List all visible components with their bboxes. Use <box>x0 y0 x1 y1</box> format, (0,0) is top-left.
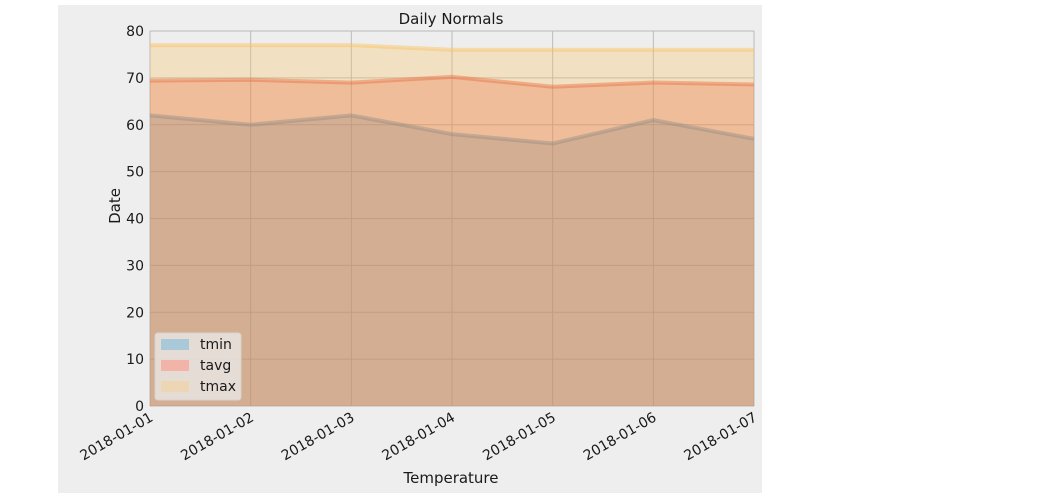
legend-swatch-tavg <box>161 360 189 371</box>
y-tick-label: 40 <box>126 212 144 228</box>
x-tick-label: 2018-01-05 <box>480 410 558 465</box>
x-axis-label: Temperature <box>402 469 498 487</box>
line-tmax <box>150 43 754 52</box>
y-axis-label: Date <box>106 188 124 224</box>
y-axis-ticks: 0 10 20 30 40 50 60 70 80 <box>126 24 144 415</box>
legend: tmin tavg tmax <box>154 332 242 401</box>
figure: Daily Normals 0 10 20 30 40 50 60 70 80 2018-01-… <box>58 5 762 493</box>
x-tick-label: 2018-01-06 <box>581 410 660 465</box>
chart: Daily Normals 0 10 20 30 40 50 60 70 80 2018-01-… <box>78 10 760 487</box>
y-tick-label: 30 <box>126 258 144 274</box>
x-tick-label: 2018-01-03 <box>279 410 357 465</box>
area-tmax <box>150 45 754 406</box>
line-tmin <box>149 113 755 146</box>
legend-label-tmax: tmax <box>200 379 236 395</box>
legend-label-tavg: tavg <box>200 358 231 374</box>
x-tick-label: 2018-01-07 <box>682 410 760 465</box>
y-tick-label: 70 <box>126 71 144 87</box>
chart-title: Daily Normals <box>399 10 504 28</box>
x-axis-ticks: 2018-01-01 2018-01-02 2018-01-03 2018-01-04… <box>78 410 760 465</box>
line-tavg <box>149 74 755 89</box>
y-tick-label: 60 <box>126 118 144 134</box>
x-tick-label: 2018-01-01 <box>78 410 156 465</box>
x-tick-label: 2018-01-04 <box>380 410 459 465</box>
y-tick-label: 20 <box>126 305 144 321</box>
y-tick-label: 80 <box>126 24 144 40</box>
y-tick-label: 10 <box>126 352 144 368</box>
plot-areas <box>149 43 755 406</box>
legend-swatch-tmax <box>161 381 189 392</box>
legend-swatch-tmin <box>161 339 189 350</box>
area-tavg <box>150 76 754 406</box>
x-tick-label: 2018-01-02 <box>178 410 256 465</box>
grid <box>149 30 755 407</box>
y-tick-label: 50 <box>126 165 144 181</box>
area-tmin <box>150 115 754 406</box>
y-tick-label: 0 <box>135 399 144 415</box>
legend-label-tmin: tmin <box>200 337 232 353</box>
